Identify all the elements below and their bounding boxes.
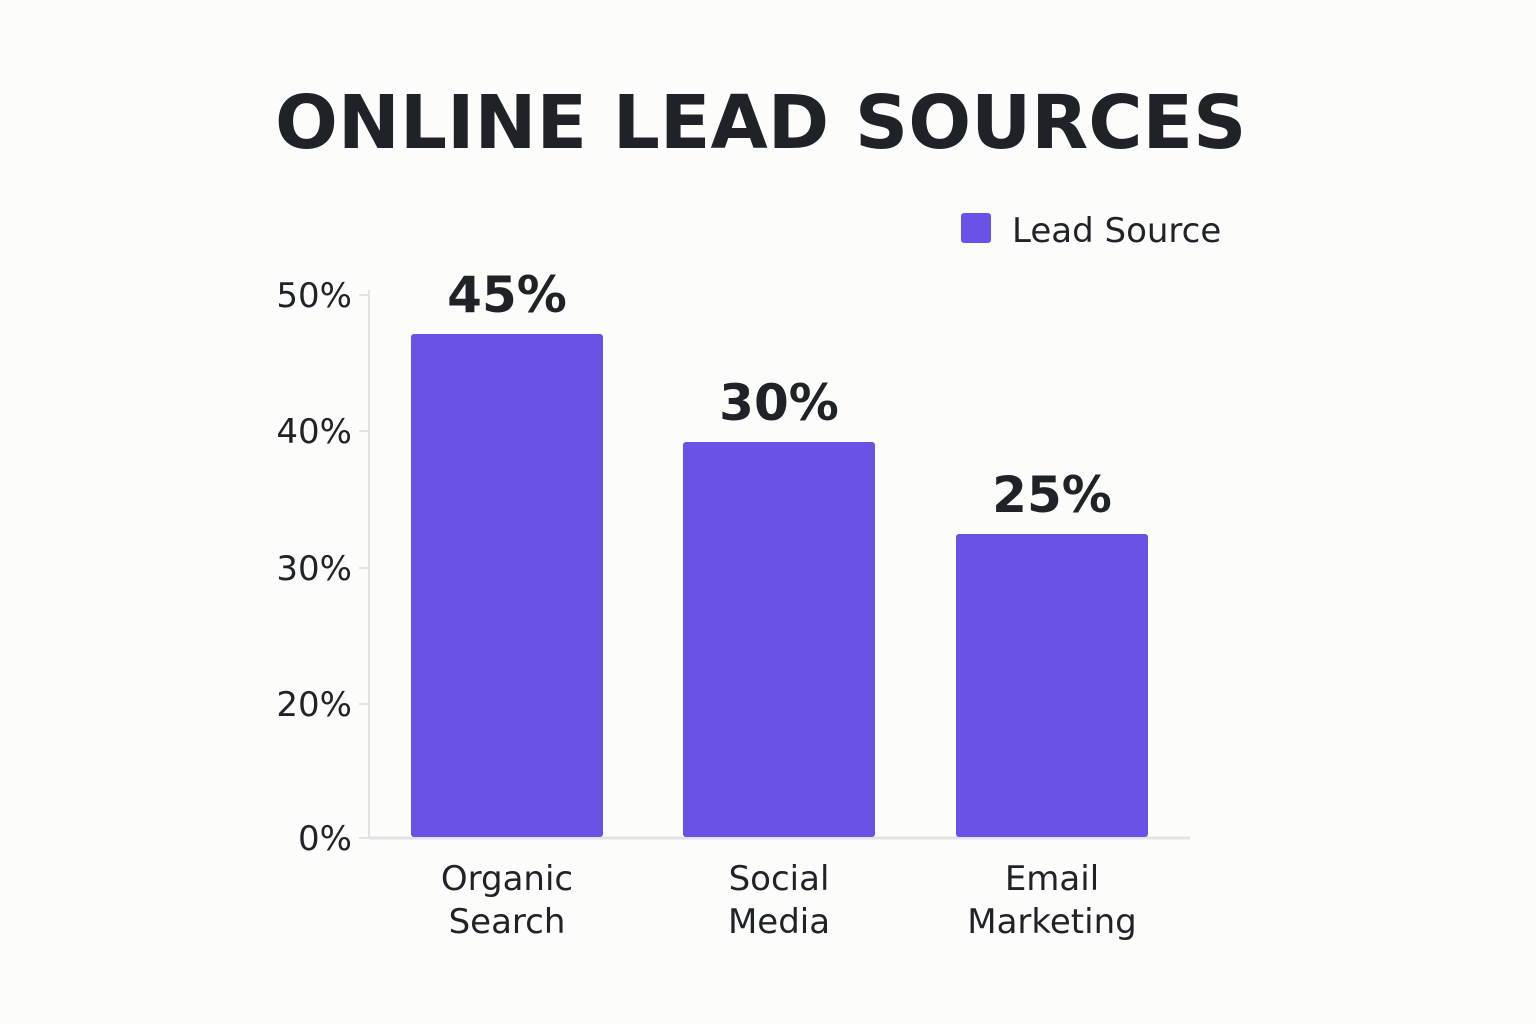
category-label: Social bbox=[729, 859, 830, 899]
bar-email-marketing bbox=[956, 534, 1148, 837]
data-label: 45% bbox=[447, 266, 567, 324]
bar-organic-search bbox=[411, 334, 603, 837]
legend: Lead Source bbox=[961, 211, 1221, 251]
y-tick-label: 50% bbox=[276, 276, 352, 316]
bar-social-media bbox=[683, 442, 875, 837]
category-label: Organic bbox=[441, 859, 573, 899]
y-tick-label: 20% bbox=[276, 685, 352, 725]
data-labels-group: 45% 30% 25% bbox=[447, 266, 1112, 524]
legend-label: Lead Source bbox=[1012, 211, 1221, 251]
bars-group bbox=[411, 334, 1148, 837]
category-label: Media bbox=[728, 902, 830, 942]
category-label: Email bbox=[1005, 859, 1099, 899]
data-label: 25% bbox=[992, 466, 1112, 524]
chart-axes bbox=[368, 290, 1190, 840]
y-tick-label: 40% bbox=[276, 412, 352, 452]
y-axis-ticks: 0% 20% 30% 40% 50% bbox=[276, 276, 369, 859]
legend-swatch bbox=[961, 213, 991, 243]
y-tick-label: 30% bbox=[276, 549, 352, 589]
data-label: 30% bbox=[719, 374, 839, 432]
chart-title: ONLINE LEAD SOURCES bbox=[275, 80, 1247, 166]
category-label: Search bbox=[449, 902, 566, 942]
category-label: Marketing bbox=[967, 902, 1136, 942]
y-tick-label: 0% bbox=[298, 819, 352, 859]
